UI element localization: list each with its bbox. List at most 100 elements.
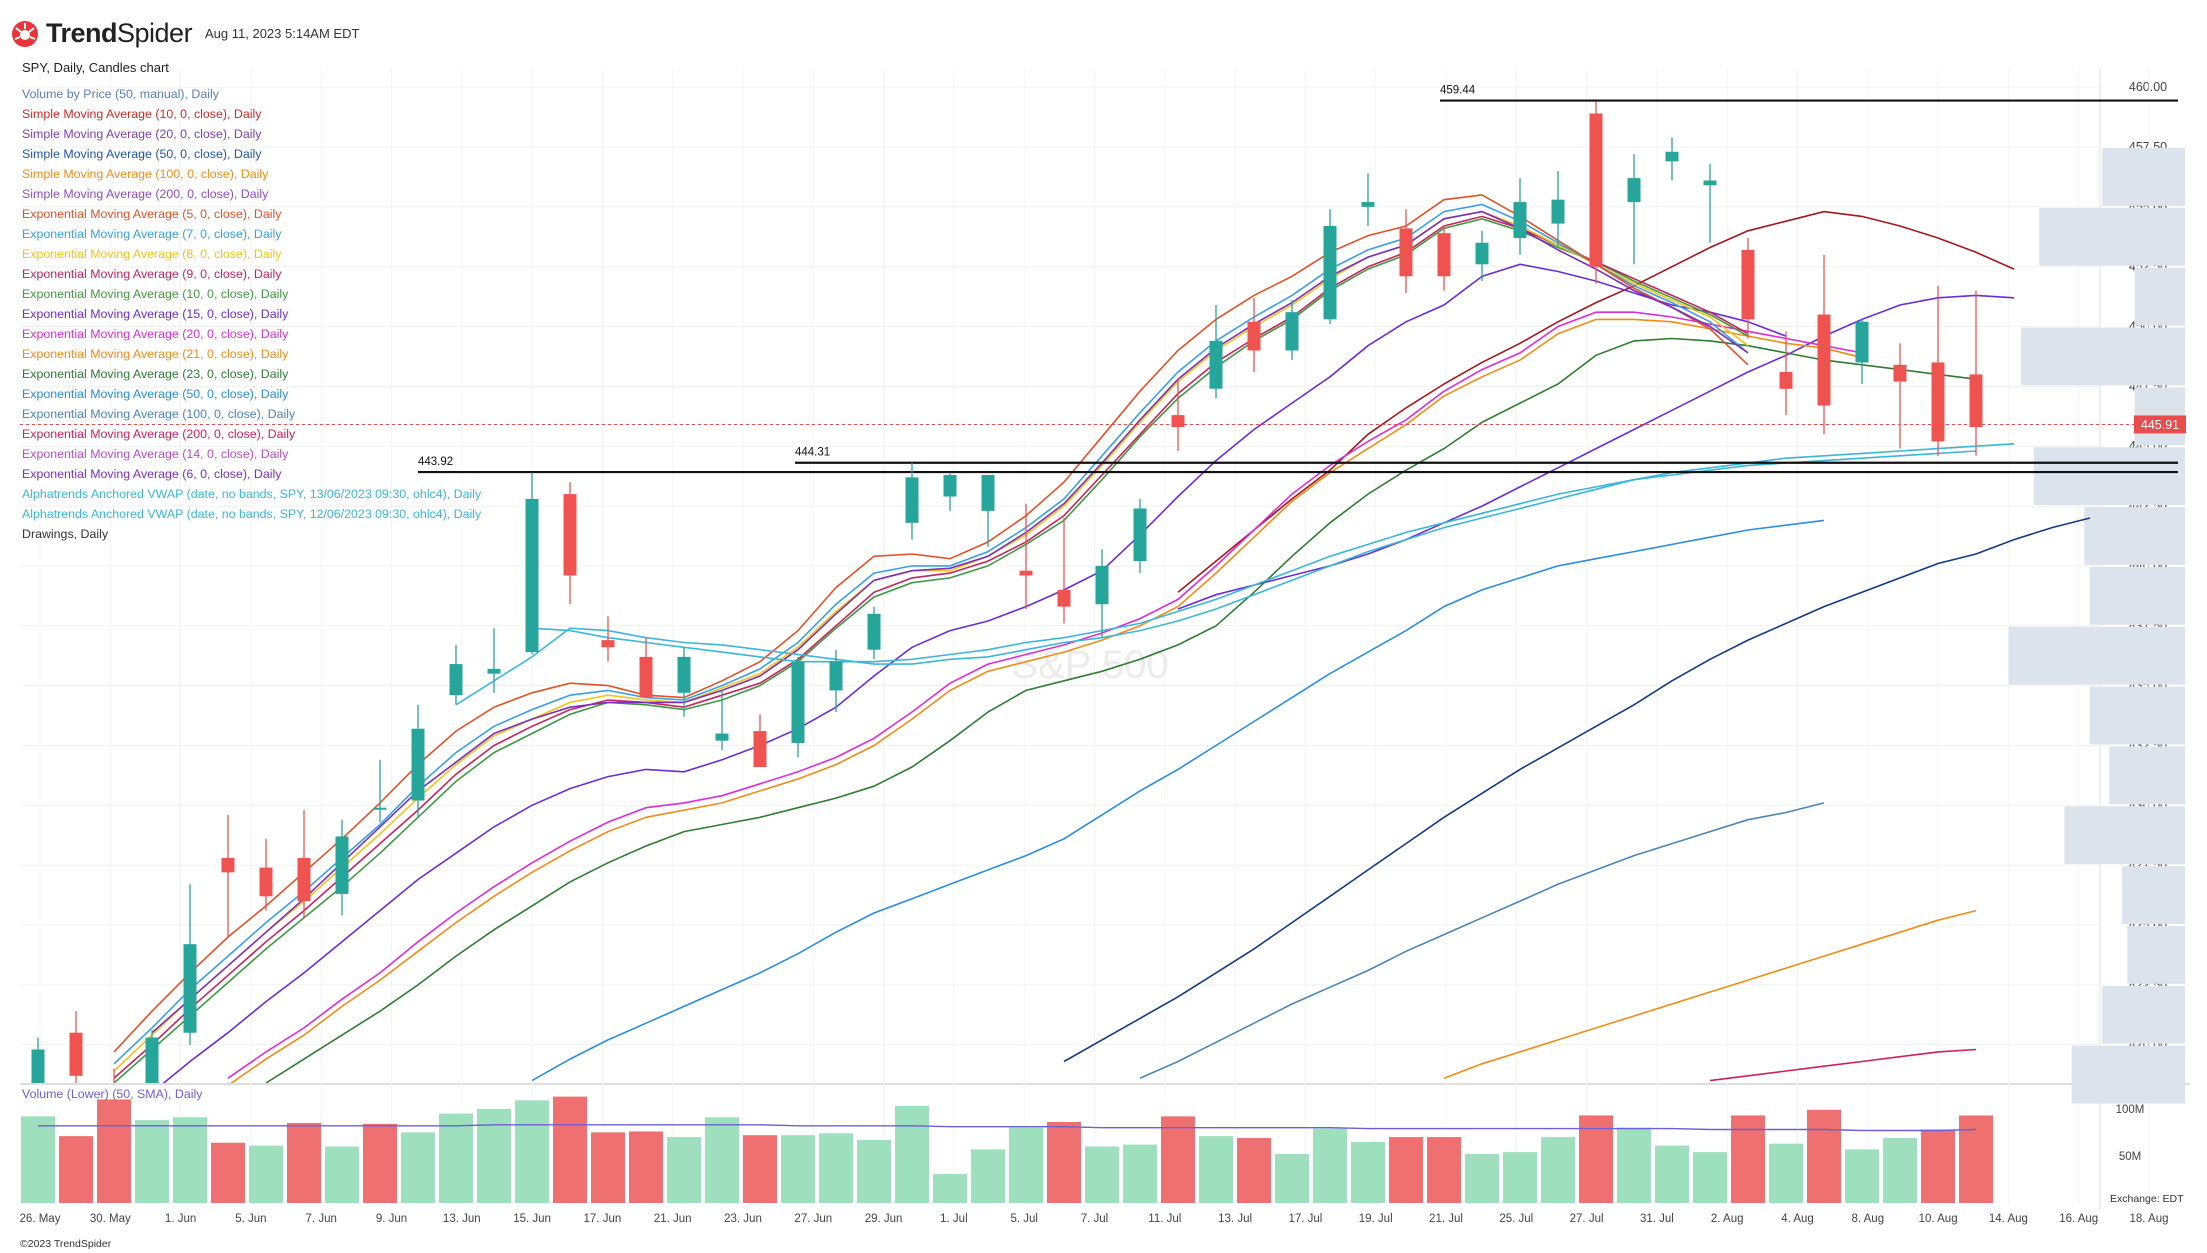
candle-body[interactable] (487, 668, 501, 674)
candle-body[interactable] (677, 656, 691, 693)
candle-body[interactable] (1969, 374, 1983, 428)
legend-item[interactable]: Exponential Moving Average (7, 0, close)… (22, 227, 282, 241)
volume-bar[interactable] (211, 1142, 245, 1203)
volume-bar[interactable] (1047, 1122, 1081, 1203)
volume-bar[interactable] (1275, 1154, 1309, 1203)
legend-item[interactable]: Exponential Moving Average (50, 0, close… (22, 387, 289, 401)
candle-body[interactable] (183, 944, 197, 1033)
volume-bar[interactable] (135, 1120, 169, 1203)
candle-body[interactable] (715, 733, 729, 741)
candle-body[interactable] (525, 498, 539, 653)
volume-bar[interactable] (1389, 1137, 1423, 1203)
volume-bar[interactable] (1161, 1116, 1195, 1203)
volume-bar[interactable] (1731, 1115, 1765, 1203)
legend-item[interactable]: Exponential Moving Average (14, 0, close… (22, 447, 289, 461)
volume-bar[interactable] (1883, 1138, 1917, 1203)
candle-body[interactable] (1437, 233, 1451, 277)
legend-item[interactable]: Exponential Moving Average (8, 0, close)… (22, 247, 282, 261)
volume-bar[interactable] (1351, 1141, 1385, 1203)
candle-body[interactable] (411, 728, 425, 801)
volume-bar[interactable] (515, 1100, 549, 1203)
candle-body[interactable] (1323, 225, 1337, 320)
volume-bar[interactable] (1199, 1136, 1233, 1203)
candle-body[interactable] (1513, 202, 1527, 238)
candle-body[interactable] (829, 661, 843, 691)
volume-bar[interactable] (1693, 1152, 1727, 1203)
volume-bar[interactable] (325, 1146, 359, 1204)
candle-body[interactable] (1551, 199, 1565, 224)
candle-body[interactable] (1627, 178, 1641, 203)
volume-bar[interactable] (401, 1132, 435, 1203)
candle-body[interactable] (1057, 589, 1071, 607)
candle-body[interactable] (1019, 570, 1033, 576)
volume-bar[interactable] (173, 1117, 207, 1203)
legend-item[interactable]: Simple Moving Average (20, 0, close), Da… (22, 127, 262, 141)
volume-bar[interactable] (1921, 1129, 1955, 1203)
candle-body[interactable] (1361, 202, 1375, 207)
volume-bar[interactable] (477, 1108, 511, 1203)
legend-item[interactable]: Drawings, Daily (22, 527, 109, 541)
volume-bar[interactable] (1617, 1127, 1651, 1203)
candle-body[interactable] (1931, 362, 1945, 442)
volume-bar[interactable] (1123, 1144, 1157, 1203)
candle-body[interactable] (1893, 364, 1907, 382)
legend-item[interactable]: Simple Moving Average (50, 0, close), Da… (22, 147, 262, 161)
candle-body[interactable] (1703, 180, 1717, 186)
candle-body[interactable] (867, 613, 881, 650)
volume-bar[interactable] (21, 1116, 55, 1203)
legend-item[interactable]: Exponential Moving Average (100, 0, clos… (22, 407, 296, 421)
volume-bar[interactable] (59, 1136, 93, 1203)
candle-body[interactable] (221, 857, 235, 873)
candle-body[interactable] (1779, 372, 1793, 389)
volume-bar[interactable] (1541, 1137, 1575, 1203)
volume-bar[interactable] (439, 1113, 473, 1203)
volume-bar[interactable] (1009, 1127, 1043, 1203)
volume-bar[interactable] (743, 1135, 777, 1203)
legend-item[interactable]: Exponential Moving Average (21, 0, close… (22, 347, 289, 361)
candle-body[interactable] (1209, 340, 1223, 389)
candle-body[interactable] (373, 807, 387, 810)
volume-bar[interactable] (1313, 1128, 1347, 1203)
volume-bar[interactable] (1845, 1149, 1879, 1203)
candle-body[interactable] (259, 867, 273, 897)
candle-body[interactable] (791, 661, 805, 744)
volume-bar[interactable] (819, 1133, 853, 1203)
volume-bar[interactable] (971, 1149, 1005, 1203)
volume-bar[interactable] (1465, 1154, 1499, 1203)
legend-item[interactable]: Simple Moving Average (100, 0, close), D… (22, 167, 269, 181)
volume-bar[interactable] (857, 1139, 891, 1203)
volume-bar[interactable] (591, 1132, 625, 1203)
volume-bar[interactable] (1807, 1109, 1841, 1203)
candle-body[interactable] (69, 1032, 83, 1076)
volume-bar[interactable] (97, 1099, 131, 1203)
volume-bar[interactable] (287, 1122, 321, 1203)
candle-body[interactable] (449, 664, 463, 696)
candle-body[interactable] (639, 656, 653, 698)
candle-body[interactable] (1247, 321, 1261, 351)
candle-body[interactable] (1095, 565, 1109, 605)
volume-bar[interactable] (1959, 1115, 1993, 1203)
volume-bar[interactable] (1579, 1115, 1613, 1203)
candle-body[interactable] (145, 1037, 159, 1093)
volume-bar[interactable] (1503, 1152, 1537, 1203)
volume-bar[interactable] (1085, 1146, 1119, 1204)
candle-body[interactable] (1171, 415, 1185, 428)
volume-bar[interactable] (1769, 1143, 1803, 1203)
volume-bar[interactable] (1237, 1138, 1271, 1203)
candle-body[interactable] (1589, 113, 1603, 267)
legend-item[interactable]: Simple Moving Average (10, 0, close), Da… (22, 107, 262, 121)
candle-body[interactable] (1665, 151, 1679, 162)
candle-body[interactable] (943, 474, 957, 497)
legend-item[interactable]: Exponential Moving Average (5, 0, close)… (22, 207, 282, 221)
candle-body[interactable] (31, 1049, 45, 1087)
volume-bar[interactable] (553, 1096, 587, 1203)
volume-bar[interactable] (781, 1135, 815, 1203)
legend-item[interactable]: Exponential Moving Average (9, 0, close)… (22, 267, 282, 281)
candle-body[interactable] (1817, 314, 1831, 406)
legend-item[interactable]: Exponential Moving Average (200, 0, clos… (22, 427, 296, 441)
volume-bar[interactable] (667, 1137, 701, 1203)
volume-bar[interactable] (249, 1145, 283, 1203)
volume-bar[interactable] (629, 1131, 663, 1203)
